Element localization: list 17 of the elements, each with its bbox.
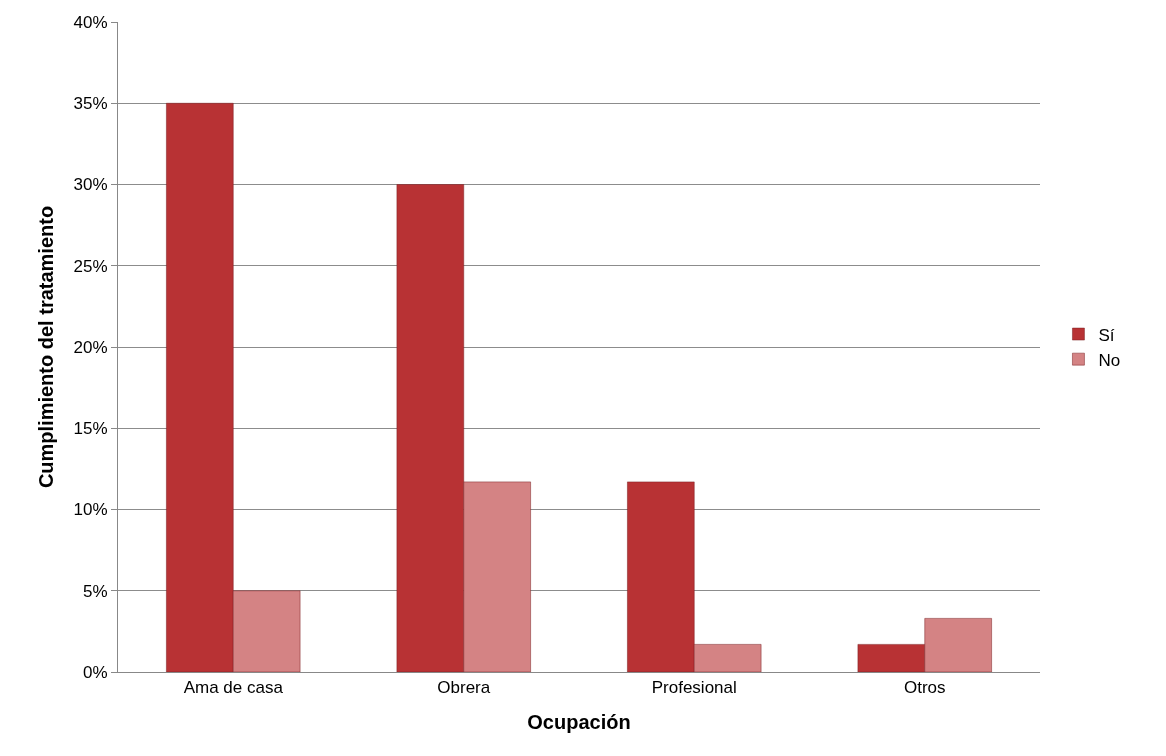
legend-label: No (1098, 350, 1121, 370)
x-tick-label: Profesional (651, 678, 737, 698)
y-tick-label: 40% (73, 12, 108, 32)
y-tick-label: 35% (73, 94, 108, 114)
y-axis-title: Cumplimiento del tratamiento (35, 205, 58, 489)
x-tick-label: Ama de casa (183, 678, 284, 698)
y-tick-label: 15% (73, 419, 108, 439)
x-tick-label: Otros (903, 678, 946, 698)
x-axis-title: Ocupación (527, 710, 631, 733)
y-tick-label: 25% (73, 256, 108, 276)
y-tick-label: 20% (73, 337, 108, 357)
y-tick-label: 5% (83, 581, 108, 601)
y-tick-label: 0% (83, 662, 108, 682)
x-tick-label: Obrera (437, 678, 491, 698)
legend-label: Sí (1098, 325, 1115, 345)
y-tick-label: 30% (73, 175, 108, 195)
y-tick-label: 10% (73, 500, 108, 520)
